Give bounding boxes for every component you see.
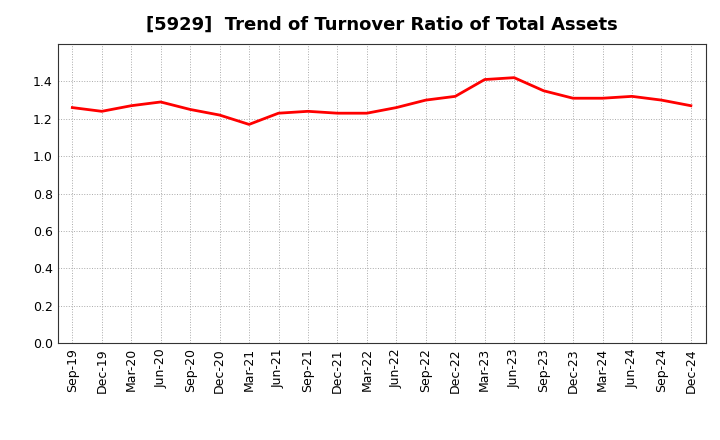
Title: [5929]  Trend of Turnover Ratio of Total Assets: [5929] Trend of Turnover Ratio of Total …: [145, 16, 618, 34]
